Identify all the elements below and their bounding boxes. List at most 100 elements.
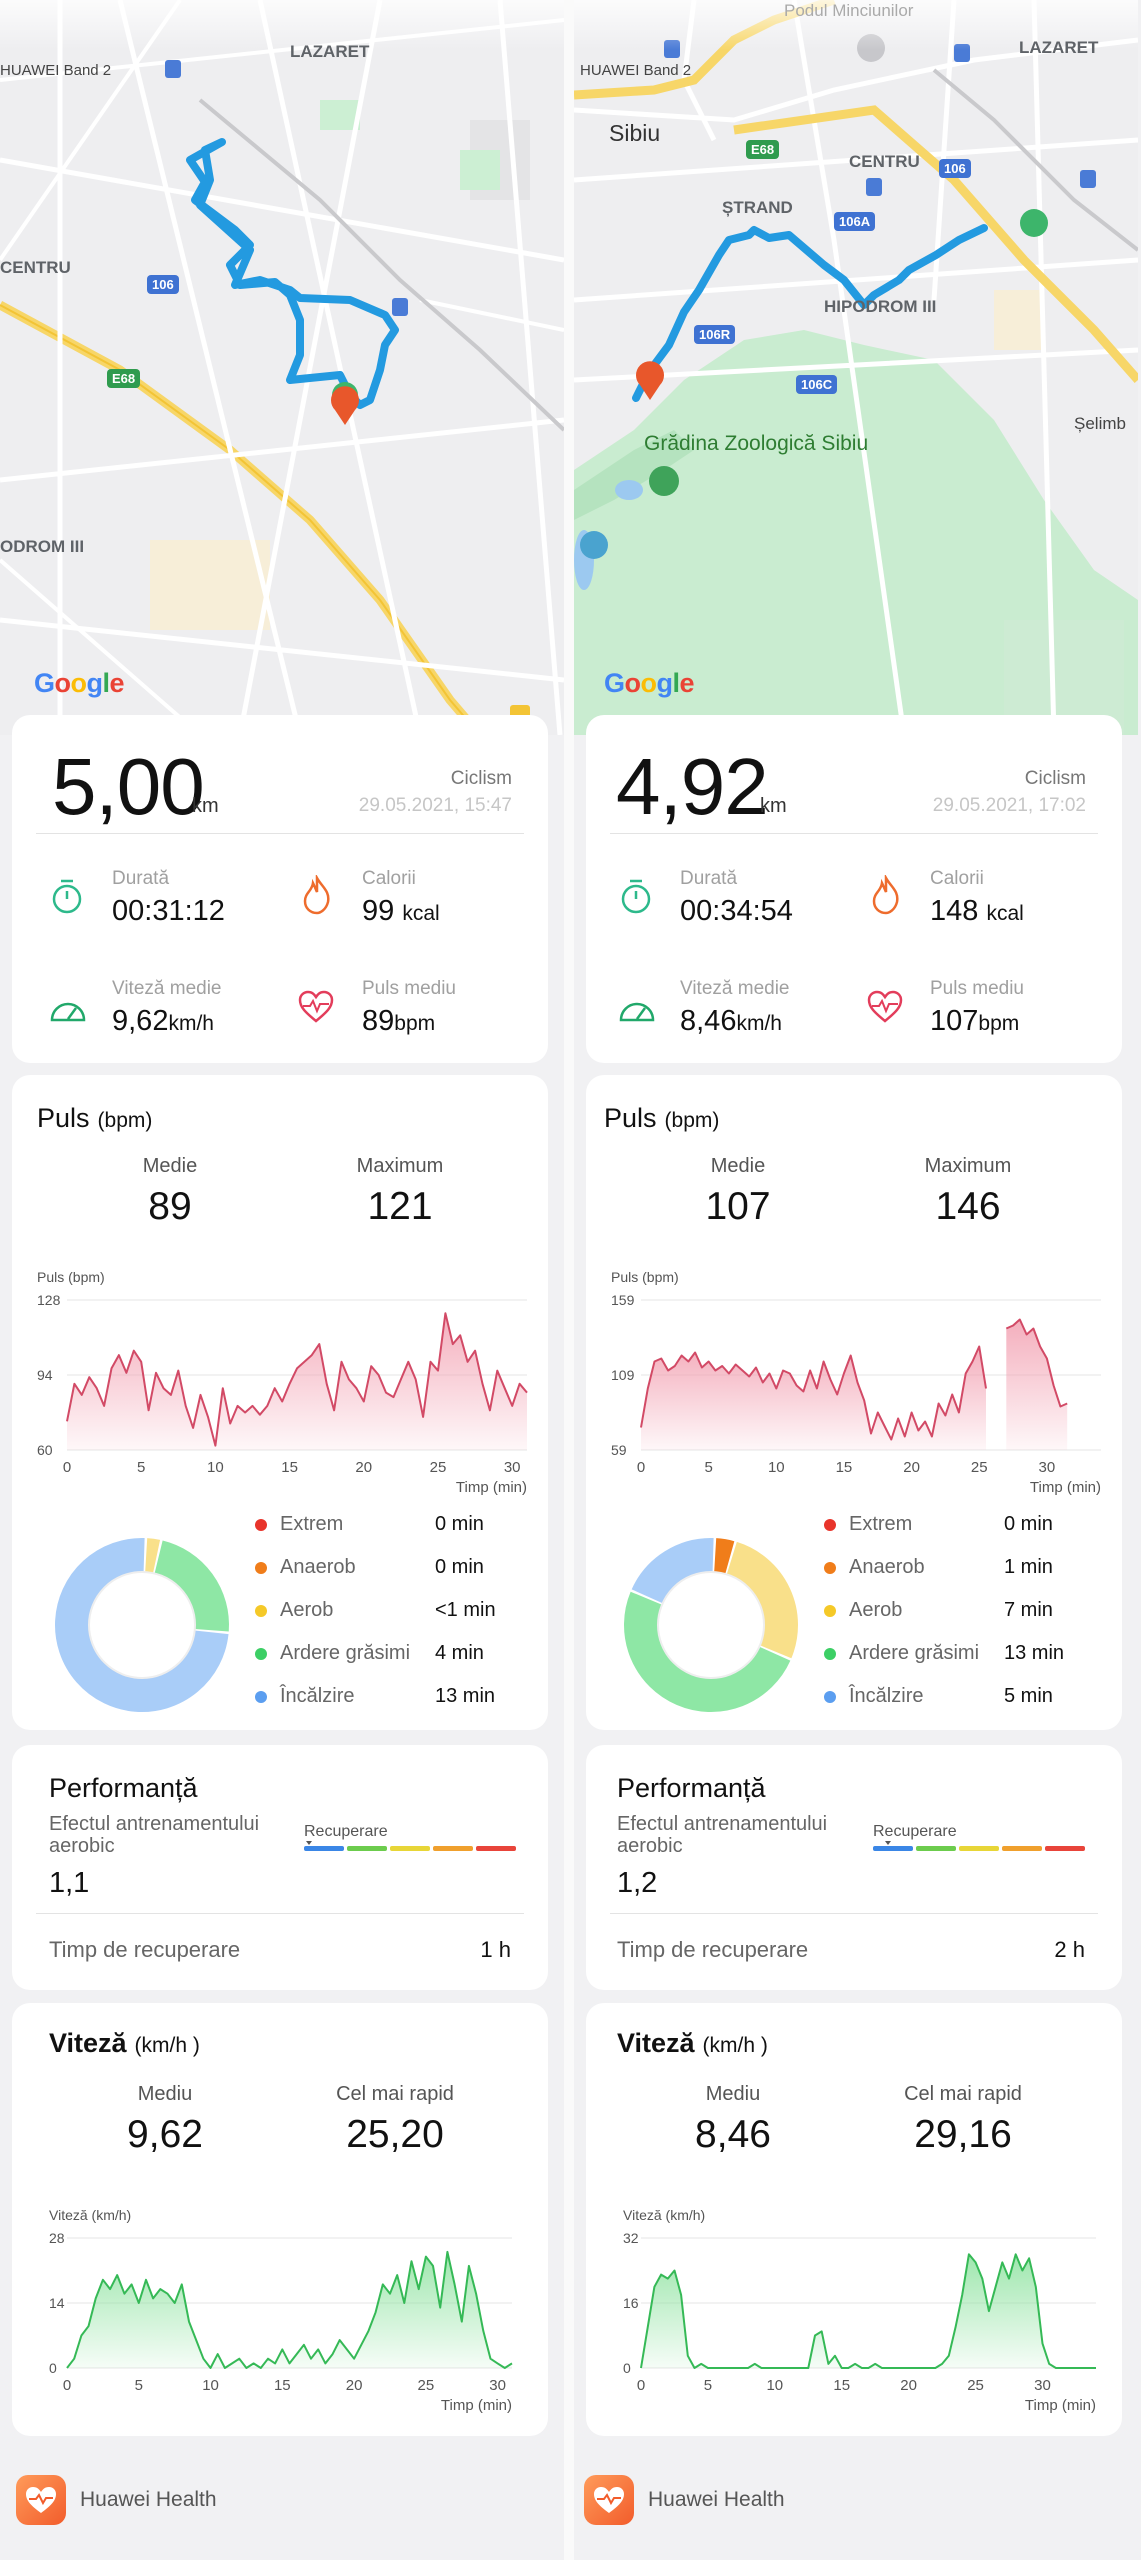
- distance-unit: km: [760, 795, 787, 817]
- chart-line: [66, 1312, 528, 1447]
- activity-type: Ciclism: [1024, 768, 1086, 789]
- hr-chart: Puls (bpm) 59 109 159 0 5 10 15 20 25 30 Timp (min): [611, 1269, 1101, 1496]
- hr-max-value: 146: [935, 1185, 1001, 1228]
- map-label: ȘTRAND: [722, 198, 793, 217]
- y-tick-label: 0: [623, 2360, 631, 2376]
- speed-chart: Viteză (km/h) 0 16 32 0 5 10 15 20 25 30 Timp (min): [623, 2207, 1096, 2414]
- y-tick-label: 0: [49, 2360, 57, 2376]
- donut-slice: [713, 1538, 735, 1575]
- speed-card: Viteză (km/h ) Mediu 8,46 Cel mai rapid 2…: [586, 2003, 1122, 2436]
- summary-card: 5,00 km Ciclism 29.05.2021, 15:47 Durată…: [12, 715, 548, 1063]
- huawei-health-logo: [16, 2475, 66, 2525]
- chart-area: [641, 1346, 986, 1450]
- avg-speed-label: Viteză medie: [112, 978, 222, 999]
- calories-label: Calorii: [930, 868, 984, 889]
- avg-hr-value: 89bpm: [362, 1005, 436, 1037]
- x-tick-label: 10: [207, 1459, 224, 1476]
- hr-zone-donut: [55, 1538, 229, 1712]
- hr-max-label: Maximum: [356, 1155, 444, 1177]
- divider: [610, 833, 1098, 834]
- zone-name: Extrem: [280, 1513, 344, 1535]
- x-tick-label: 10: [768, 1459, 785, 1476]
- x-tick-label: 20: [903, 1459, 920, 1476]
- x-tick-label: 25: [971, 1459, 988, 1476]
- distance-value: 4,92: [616, 742, 769, 831]
- divider: [36, 833, 524, 834]
- speed-max-label: Cel mai rapid: [336, 2083, 454, 2105]
- map-label: LAZARET: [290, 42, 370, 61]
- recovery-time-value: 1 h: [480, 1937, 511, 1962]
- activity-datetime: 29.05.2021, 17:02: [932, 795, 1086, 816]
- zone-duration: 5 min: [1004, 1685, 1053, 1707]
- zone-duration: 7 min: [1004, 1599, 1053, 1621]
- duration-value: 00:34:54: [680, 895, 793, 927]
- x-tick-label: 5: [704, 1459, 712, 1476]
- map-label: LAZARET: [1019, 38, 1099, 57]
- heart-rate-icon: [298, 990, 334, 1023]
- duration-value: 00:31:12: [112, 895, 225, 927]
- hr-avg-label: Medie: [710, 1155, 766, 1177]
- calories-label: Calorii: [362, 868, 416, 889]
- activity-type: Ciclism: [450, 768, 512, 789]
- x-tick-label: 30: [504, 1459, 521, 1476]
- zone-name: Ardere grăsimi: [280, 1642, 411, 1664]
- zone-color-dot: [824, 1562, 836, 1574]
- divider: [36, 1913, 524, 1914]
- performance-card: Performanță Efectul antrenamentului aero…: [12, 1745, 548, 1990]
- training-effect-label: Efectul antrenamentului aerobic: [617, 1813, 828, 1857]
- panel-left: HUAWEI Band 2 LAZARET CENTRU ODROM III 1…: [0, 0, 564, 2560]
- y-tick-label: 59: [611, 1442, 627, 1458]
- x-axis-title: Timp (min): [1030, 1479, 1101, 1496]
- chart-axis-title: Viteză (km/h): [623, 2207, 705, 2223]
- calories-value: 99 kcal: [362, 895, 440, 927]
- road-shield: E68: [107, 369, 141, 388]
- training-effect-value: 1,2: [617, 1867, 658, 1899]
- calories-value: 148 kcal: [930, 895, 1024, 927]
- chart-area: [641, 2254, 1096, 2368]
- avg-hr-label: Puls mediu: [362, 978, 456, 999]
- map-label: CENTRU: [849, 152, 920, 171]
- x-tick-label: 20: [346, 2377, 363, 2394]
- zone-name: Ardere grăsimi: [849, 1642, 980, 1664]
- map-label: HIPODROM III: [824, 297, 937, 316]
- route-map[interactable]: HUAWEI Band 2 Podul Minciunilor LAZARET …: [574, 0, 1138, 735]
- chart-line: [1005, 1318, 1068, 1408]
- heart-logo-icon: [26, 2487, 56, 2513]
- recovery-time-label: Timp de recuperare: [49, 1937, 241, 1962]
- map-band-label: HUAWEI Band 2: [0, 62, 112, 79]
- donut-slice: [153, 1540, 229, 1632]
- recovery-scale-label: Recuperare: [873, 1823, 957, 1840]
- route-map[interactable]: HUAWEI Band 2 LAZARET CENTRU ODROM III 1…: [0, 0, 564, 735]
- recovery-scale-label: Recuperare: [304, 1823, 388, 1840]
- zone-color-dot: [255, 1562, 267, 1574]
- stopwatch-icon: [621, 879, 651, 914]
- speed-card: Viteză (km/h ) Mediu 9,62 Cel mai rapid 2…: [12, 2003, 548, 2436]
- road-shield: 106R: [694, 325, 736, 344]
- donut-hole: [657, 1571, 765, 1679]
- chart-area: [1006, 1319, 1068, 1450]
- zone-color-dot: [824, 1691, 836, 1703]
- y-tick-label: 32: [623, 2230, 639, 2246]
- zone-duration: 0 min: [435, 1556, 484, 1578]
- hr-card-title: Puls (bpm): [37, 1103, 153, 1133]
- huawei-health-logo: [584, 2475, 634, 2525]
- x-tick-label: 30: [1034, 2377, 1051, 2394]
- y-tick-label: 28: [49, 2230, 65, 2246]
- map-canvas: [574, 0, 1138, 735]
- x-tick-label: 15: [836, 1459, 853, 1476]
- x-tick-label: 25: [418, 2377, 435, 2394]
- y-tick-label: 159: [611, 1292, 635, 1308]
- hr-card-title: Puls (bpm): [604, 1103, 720, 1133]
- zone-name: Încălzire: [849, 1685, 924, 1707]
- hr-zone-donut: [624, 1538, 798, 1712]
- speed-card-title: Viteză (km/h ): [49, 2028, 200, 2058]
- speed-max-value: 29,16: [914, 2113, 1012, 2156]
- performance-card: Performanță Efectul antrenamentului aero…: [586, 1745, 1122, 1990]
- speed-card-title: Viteză (km/h ): [617, 2028, 768, 2058]
- avg-hr-value: 107bpm: [930, 1005, 1020, 1037]
- x-tick-label: 30: [1039, 1459, 1056, 1476]
- x-axis-title: Timp (min): [441, 2397, 512, 2414]
- x-axis-title: Timp (min): [1025, 2397, 1096, 2414]
- summary-card: 4,92 km Ciclism 29.05.2021, 17:02 Durată…: [586, 715, 1122, 1063]
- map-label: CENTRU: [0, 258, 71, 277]
